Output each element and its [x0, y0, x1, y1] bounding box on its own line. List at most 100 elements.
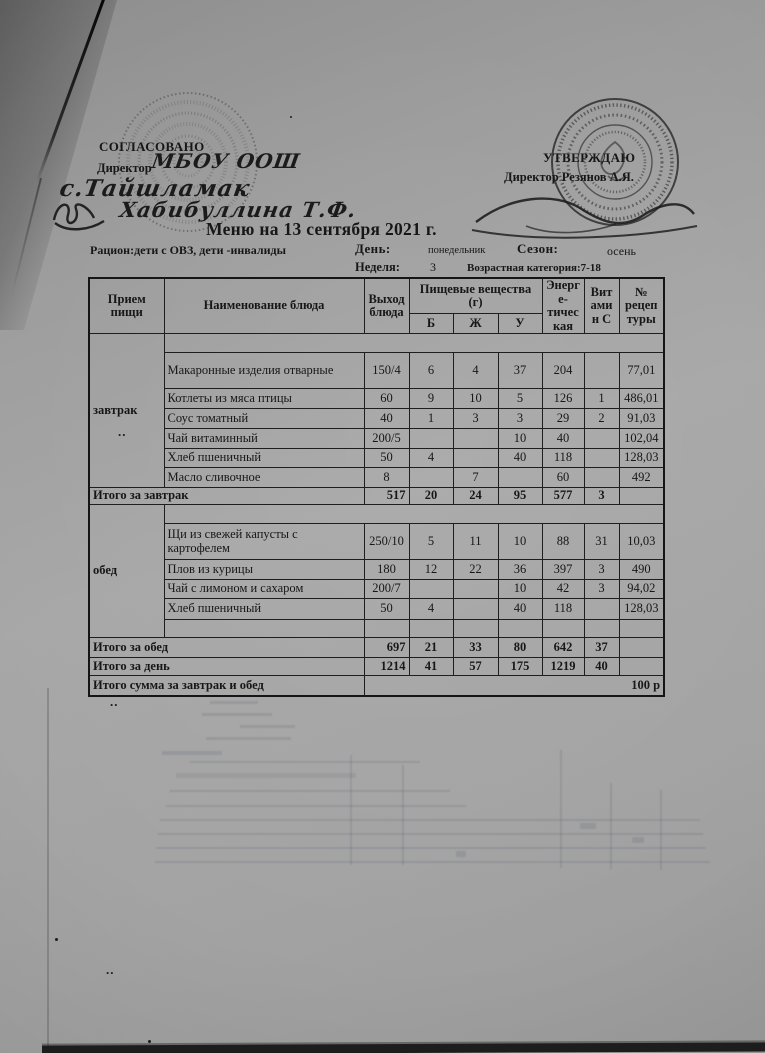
- recipe-cell: 91,03: [618, 408, 665, 429]
- protein-cell: 12: [408, 559, 454, 580]
- dish-name-cell: Чай с лимоном и сахаром: [163, 579, 365, 599]
- energy-cell: 397: [541, 559, 585, 580]
- recipe-cell: 94,02: [618, 579, 665, 599]
- recipe-cell: 490: [618, 559, 665, 580]
- menu-item-row: Котлеты из мяса птицы 60 9 10 5 126 1 48…: [89, 388, 665, 409]
- vitamin-cell: 3: [583, 559, 620, 580]
- total-label-cell: Итого за обед: [88, 637, 365, 658]
- header-output: Выход блюда: [363, 277, 410, 334]
- right-signature: [468, 188, 700, 245]
- document-title: Меню на 13 сентября 2021 г.: [206, 219, 437, 239]
- menu-item-row: Масло сливочное 8 7 60 492: [89, 467, 665, 488]
- carbs-cell: 10: [497, 523, 543, 560]
- dish-name-cell: Макаронные изделия отварные: [163, 352, 365, 389]
- fat-cell: 3: [452, 408, 499, 429]
- dust-speck: [55, 938, 58, 941]
- energy-cell: 29: [541, 408, 585, 429]
- header-protein: Б: [408, 313, 454, 334]
- output-cell: 50: [363, 598, 410, 620]
- total-carbs-cell: 95: [497, 487, 543, 505]
- fat-cell: 11: [452, 523, 499, 560]
- lunch-total-row: Итого за обед 697 21 33 80 642 37: [88, 637, 665, 658]
- empty-cell: [541, 619, 585, 638]
- fat-cell: [452, 598, 499, 620]
- carbs-cell: 37: [497, 352, 543, 389]
- vitamin-cell: 2: [583, 408, 620, 429]
- total-recipe-cell: [618, 657, 665, 676]
- vitamin-cell: [583, 598, 620, 620]
- header-row-2: Б Ж У: [89, 313, 664, 334]
- menu-item-row: Макаронные изделия отварные 150/4 6 4 37…: [89, 352, 665, 389]
- breakfast-total-row: Итого за завтрак 517 20 24 95 577 3: [88, 487, 665, 505]
- carbs-cell: 40: [497, 598, 543, 620]
- recipe-cell: 128,03: [618, 598, 665, 620]
- section-name-breakfast: завтрак: [88, 333, 165, 488]
- output-cell: 8: [363, 467, 410, 488]
- vitamin-cell: [583, 467, 620, 488]
- menu-item-row: Чай с лимоном и сахаром 200/7 10 42 3 94…: [89, 579, 665, 599]
- carbs-cell: 10: [497, 579, 543, 599]
- fat-cell: [452, 448, 499, 468]
- empty-cell: [408, 619, 454, 638]
- energy-cell: 204: [541, 352, 585, 389]
- dust-speck: [148, 1040, 151, 1043]
- total-output-cell: 1214: [363, 657, 410, 676]
- output-cell: 180: [363, 559, 410, 580]
- fat-cell: 4: [452, 352, 499, 389]
- protein-cell: [408, 428, 454, 449]
- total-protein-cell: 21: [408, 637, 454, 658]
- empty-cell: [618, 619, 665, 638]
- carbs-cell: [497, 467, 543, 488]
- week-label: Неделя:: [355, 260, 400, 274]
- header-nutrients-group: Пищевые вещества (г): [408, 277, 543, 315]
- total-carbs-cell: 175: [497, 657, 543, 676]
- total-label-cell: Итого за день: [88, 657, 365, 676]
- breakfast-section-row: завтрак: [88, 333, 665, 488]
- dish-name-cell: Масло сливочное: [163, 467, 365, 488]
- protein-cell: [408, 579, 454, 599]
- total-output-cell: 697: [363, 637, 410, 658]
- vitamin-cell: [583, 428, 620, 449]
- lunch-section-row: обед: [88, 504, 665, 638]
- menu-table-wrap: Прием пищи Наименование блюда Выход блюд…: [88, 277, 666, 697]
- dish-name-cell: Хлеб пшеничный: [163, 448, 365, 468]
- bleed-through-artifact: [140, 695, 720, 885]
- protein-cell: [408, 467, 454, 488]
- protein-cell: 9: [408, 388, 454, 409]
- empty-cell: [452, 619, 499, 638]
- dish-name-cell: Котлеты из мяса птицы: [163, 388, 365, 409]
- output-cell: 200/7: [363, 579, 410, 599]
- output-cell: 250/10: [363, 523, 410, 560]
- fat-cell: 22: [452, 559, 499, 580]
- season-label: Сезон:: [517, 241, 559, 256]
- menu-item-row: Чай витаминный 200/5 10 40 102,04: [89, 428, 665, 449]
- vitamin-cell: [583, 448, 620, 468]
- menu-item-row: Соус томатный 40 1 3 3 29 2 91,03: [89, 408, 665, 429]
- handwritten-org-name: МБОУ ООШ: [150, 149, 302, 173]
- total-recipe-cell: [618, 637, 665, 658]
- spacer-row: [89, 619, 665, 638]
- recipe-cell: 128,03: [618, 448, 665, 468]
- protein-cell: 5: [408, 523, 454, 560]
- fat-cell: 7: [452, 467, 499, 488]
- stray-dots-in-table: ..: [118, 424, 127, 439]
- protein-cell: 6: [408, 352, 454, 389]
- fat-cell: [452, 428, 499, 449]
- vitamin-cell: 1: [583, 388, 620, 409]
- menu-table: Прием пищи Наименование блюда Выход блюд…: [88, 277, 666, 697]
- dish-name-cell: Хлеб пшеничный: [163, 598, 365, 620]
- output-cell: 50: [363, 448, 410, 468]
- energy-cell: 126: [541, 388, 585, 409]
- recipe-cell: 77,01: [618, 352, 665, 389]
- day-value: понедельник: [428, 245, 486, 256]
- section-strip: [163, 333, 665, 353]
- recipe-cell: 492: [618, 467, 665, 488]
- empty-cell: [497, 619, 543, 638]
- carbs-cell: 5: [497, 388, 543, 409]
- recipe-cell: 486,01: [618, 388, 665, 409]
- dish-name-cell: Плов из курицы: [163, 559, 365, 580]
- fat-cell: [452, 579, 499, 599]
- carbs-cell: 10: [497, 428, 543, 449]
- total-recipe-cell: [618, 487, 665, 505]
- vitamin-cell: 31: [583, 523, 620, 560]
